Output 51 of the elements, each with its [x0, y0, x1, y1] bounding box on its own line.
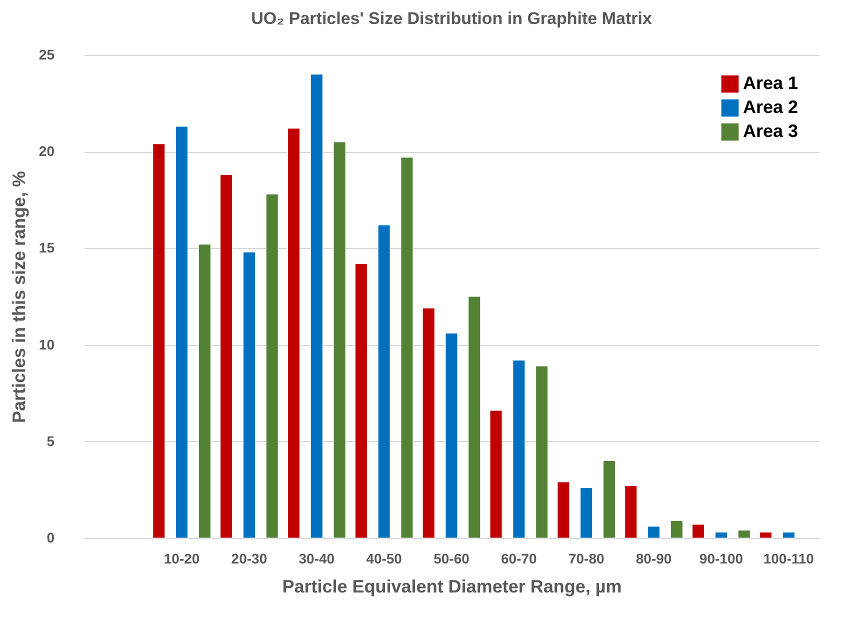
bar [670, 520, 683, 538]
x-tick-label: 100-110 [763, 550, 814, 566]
x-tick-label: 90-100 [699, 550, 744, 566]
bar [714, 532, 728, 538]
bar [445, 332, 458, 538]
x-tick-label: 20-30 [231, 550, 268, 566]
bar [557, 482, 570, 538]
bar [648, 526, 660, 538]
x-tick-label: 50-60 [434, 550, 470, 566]
bar [536, 366, 548, 538]
legend-label: Area 2 [743, 97, 798, 117]
y-tick-label: 0 [46, 530, 55, 546]
bar [266, 194, 278, 538]
bar [220, 174, 233, 538]
bar [152, 144, 166, 538]
bar [176, 126, 188, 538]
y-tick-label: 10 [38, 336, 55, 352]
bar [378, 224, 390, 538]
bar [198, 244, 211, 538]
y-tick-label: 20 [38, 143, 55, 160]
y-tick-label: 5 [46, 432, 55, 449]
x-tick-label: 40-50 [366, 550, 402, 566]
bar [287, 128, 300, 538]
bar [580, 488, 593, 538]
bar [468, 296, 481, 538]
bar [310, 74, 323, 538]
x-tick-label: 80-90 [636, 550, 672, 566]
y-axis-title: Particles in this size range, % [8, 170, 29, 424]
bar [512, 360, 526, 538]
bar [624, 486, 638, 538]
y-tick-label: 25 [38, 46, 55, 62]
x-tick-label: 10-20 [164, 550, 200, 566]
bar [354, 263, 368, 538]
bar [738, 530, 750, 538]
y-tick-label: 15 [38, 240, 55, 256]
legend-label: Area 1 [743, 73, 798, 93]
bar [782, 532, 795, 538]
chart-title: UO₂ Particles' Size Distribution in Graphite Matrix [251, 9, 652, 28]
x-tick-label: 60-70 [501, 550, 538, 566]
bar [490, 410, 502, 538]
bar [760, 532, 772, 538]
x-axis-title: Particle Equivalent Diameter Range, µm [282, 576, 622, 596]
bar [333, 142, 346, 538]
bar [692, 524, 705, 538]
bar [400, 157, 414, 538]
legend-label: Area 3 [743, 121, 798, 141]
x-tick-label: 30-40 [298, 550, 335, 566]
bar [422, 308, 435, 538]
bar [603, 460, 616, 538]
bar [242, 252, 256, 538]
x-tick-label: 70-80 [568, 550, 604, 566]
